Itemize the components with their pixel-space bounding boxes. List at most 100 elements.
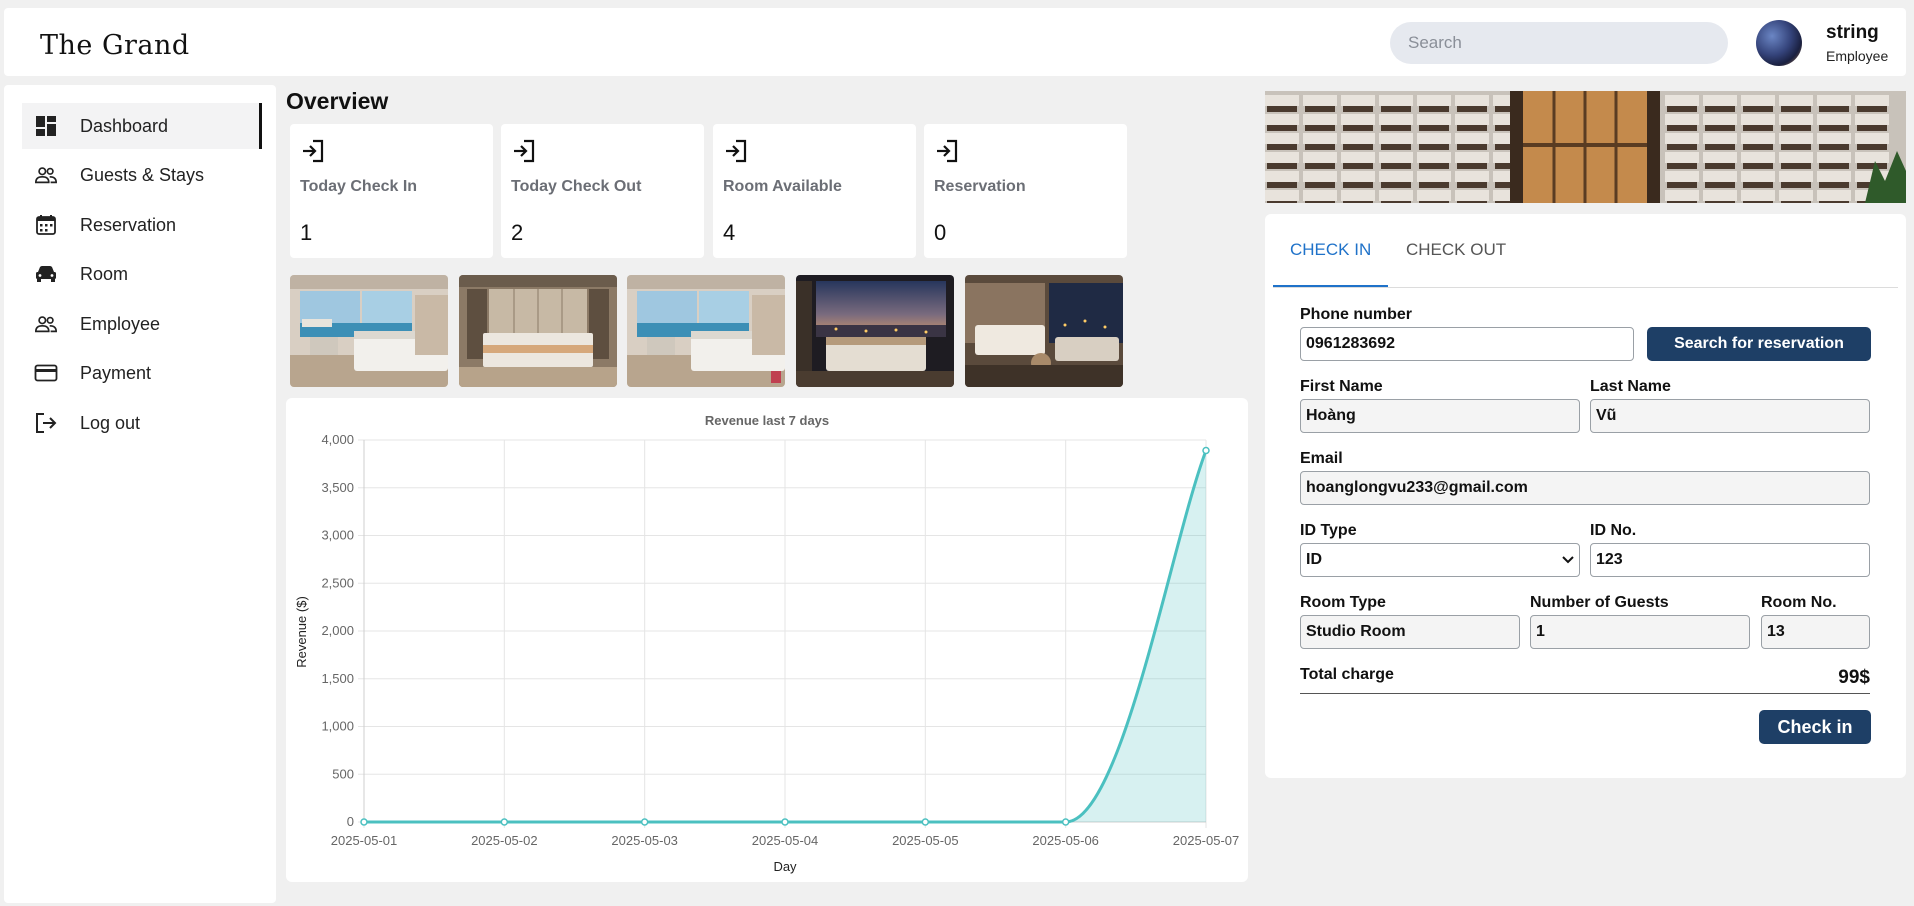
first-name-input[interactable] [1300,399,1580,433]
search-input[interactable] [1390,22,1728,64]
chart-x-tick-label: 2025-05-01 [331,833,398,848]
banner-balcony [1703,95,1737,106]
banner-balcony [1341,95,1375,106]
banner-window [1819,125,1849,131]
banner-balcony [1741,133,1775,144]
guests-input[interactable] [1530,615,1750,649]
banner-balcony [1817,152,1851,163]
phone-input[interactable] [1300,327,1634,361]
room-no-label: Room No. [1761,594,1837,611]
banner-window [1343,144,1373,150]
room-photo[interactable] [796,275,954,387]
id-no-input[interactable] [1590,543,1870,577]
sidebar-item-employee[interactable]: Employee [22,301,262,347]
login-icon [303,139,324,163]
banner-balcony [1265,133,1299,144]
banner-balcony [1265,190,1299,201]
banner-balcony [1855,114,1889,125]
banner-window [1705,144,1735,150]
banner-window [1457,106,1487,112]
banner-balcony [1455,114,1489,125]
dashboard-icon [34,114,58,138]
banner-window [1457,201,1487,203]
chart-data-point[interactable] [1202,446,1210,455]
chart-data-point[interactable] [500,818,509,826]
banner-balcony [1303,114,1337,125]
banner-window [1781,144,1811,150]
chart-data-point[interactable] [1061,818,1070,826]
sidebar-item-guests-stays[interactable]: Guests & Stays [22,152,262,198]
app-logo[interactable]: The Grand [40,30,190,61]
chart-data-point[interactable] [360,818,368,826]
banner-balcony [1303,95,1337,106]
avatar[interactable] [1756,20,1802,66]
chart-y-tick-label: 0 [347,814,354,829]
sidebar-item-logout[interactable]: Log out [22,400,262,446]
tab-check-out[interactable]: CHECK OUT [1406,240,1507,259]
room-no-input[interactable] [1761,615,1870,649]
phone-label: Phone number [1300,306,1413,323]
search-reservation-button[interactable]: Search for reservation [1647,327,1871,361]
banner-window [1305,106,1335,112]
tab-check-in[interactable]: CHECK IN [1273,236,1389,288]
chart-x-tick-label: 2025-05-04 [752,833,819,848]
banner-window [1381,144,1411,150]
room-type-input[interactable] [1300,615,1520,649]
banner-balcony [1341,152,1375,163]
banner-balcony [1417,114,1451,125]
credit-card-icon [34,361,58,385]
sidebar-item-reservation[interactable]: Reservation [22,202,262,248]
email-input[interactable] [1300,471,1870,505]
banner-window [1743,144,1773,150]
banner-window [1781,201,1811,203]
chart-data-point[interactable] [640,818,649,826]
banner-balcony [1303,133,1337,144]
banner-balcony [1341,171,1375,182]
total-charge-value: 99$ [1838,667,1870,688]
banner-window [1743,201,1773,203]
chart-x-tick-label: 2025-05-06 [1032,833,1099,848]
room-photo[interactable] [459,275,617,387]
chart-series-line [364,449,1208,824]
chart-data-point[interactable] [781,818,789,826]
sidebar-item-label: Employee [80,313,161,334]
sidebar-item-payment[interactable]: Payment [22,350,262,396]
banner-balcony [1303,171,1337,182]
banner-window [1705,182,1735,188]
id-type-select[interactable]: ID [1300,543,1580,577]
total-charge-label: Total charge [1300,666,1394,683]
chart-x-axis-label: Day [773,859,797,874]
banner-window [1305,182,1335,188]
sidebar-item-dashboard[interactable]: Dashboard [22,103,262,149]
chart-data-point[interactable] [921,818,930,826]
banner-balcony [1417,95,1451,106]
banner-balcony [1265,95,1299,106]
banner-balcony [1817,171,1851,182]
banner-window [1343,182,1373,188]
banner-balcony [1817,133,1851,144]
banner-window [1419,182,1449,188]
banner-balcony [1303,190,1337,201]
revenue-chart: Revenue last 7 days Revenue ($) Day 0 500… [286,398,1248,882]
login-icon [937,139,958,163]
banner-window [1381,106,1411,112]
check-in-button[interactable]: Check in [1759,710,1871,744]
chart-x-tick-label: 2025-05-05 [892,833,959,848]
calendar-icon [34,213,58,237]
banner-balcony [1817,95,1851,106]
banner-window [1781,163,1811,169]
room-photo[interactable] [290,275,448,387]
banner-window [1667,144,1697,150]
sidebar-item-room[interactable]: Room [22,251,262,297]
room-photo[interactable] [627,275,785,387]
banner-window [1667,182,1697,188]
last-name-input[interactable] [1590,399,1870,433]
banner-balcony [1417,171,1451,182]
email-label: Email [1300,450,1343,467]
room-photo[interactable] [965,275,1123,387]
chart-area-fill [364,450,1206,822]
banner-window [1267,106,1297,112]
banner-window [1705,201,1735,203]
first-name-label: First Name [1300,378,1383,395]
banner-balcony [1379,114,1413,125]
